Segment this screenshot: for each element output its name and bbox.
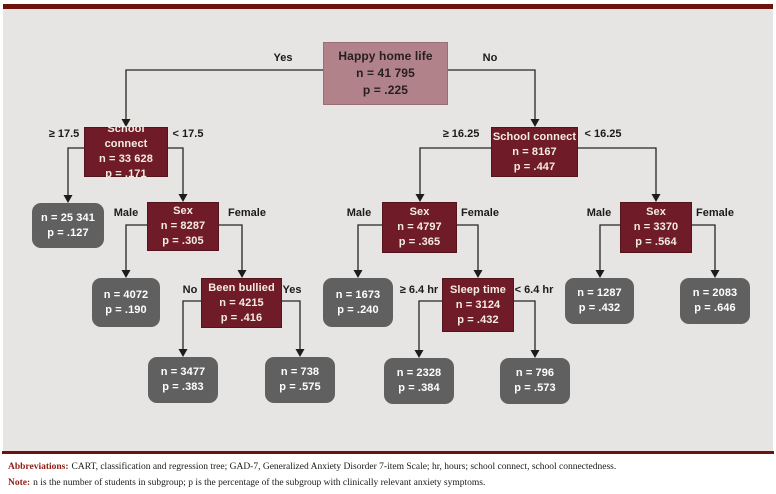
- node-n: n = 8167: [512, 145, 557, 158]
- leaf-n-1673: n = 1673 p = .240: [323, 278, 393, 327]
- node-sex-no-high: Sex n = 4797 p = .365: [382, 202, 457, 253]
- node-been-bullied: Been bullied n = 4215 p = .416: [201, 278, 282, 328]
- node-p: p = .240: [337, 303, 379, 316]
- leaf-n-25341: n = 25 341 p = .127: [32, 203, 104, 248]
- node-label: School connect: [492, 130, 577, 143]
- edge-label-bullied-no: No: [182, 284, 198, 296]
- node-label: Sex: [409, 206, 430, 218]
- node-p: p = .646: [694, 302, 736, 314]
- node-n: n = 4797: [397, 221, 442, 233]
- node-label: Happy home life: [338, 49, 433, 63]
- note-text: n is the number of students in subgroup;…: [33, 478, 486, 488]
- node-p: p = .573: [514, 382, 556, 394]
- edge-label-ge-6-4-hr: ≥ 6.4 hr: [399, 284, 439, 296]
- node-p: p = .127: [47, 226, 89, 239]
- node-n: n = 25 341: [41, 211, 95, 224]
- abbreviations-text: CART, classification and regression tree…: [71, 462, 617, 472]
- node-p: p = .190: [105, 303, 147, 316]
- node-p: p = .383: [162, 381, 204, 393]
- edge-label-lt-16-25: < 16.25: [584, 128, 622, 140]
- edge-label-male-left: Male: [113, 207, 139, 219]
- edge-label-ge-17-5: ≥ 17.5: [48, 128, 80, 140]
- leaf-n-796: n = 796 p = .573: [500, 358, 570, 404]
- node-sex-yes: Sex n = 8287 p = .305: [147, 202, 219, 251]
- edge-label-male-mid: Male: [346, 207, 372, 219]
- leaf-n-2083: n = 2083 p = .646: [680, 278, 750, 324]
- edge-label-female-right: Female: [696, 207, 734, 219]
- node-n: n = 2083: [692, 287, 738, 299]
- leaf-n-738: n = 738 p = .575: [265, 357, 335, 403]
- note-footnote: Note: n is the number of students in subg…: [8, 477, 768, 489]
- node-label: Been bullied: [208, 281, 275, 294]
- node-n: n = 1287: [577, 287, 622, 299]
- node-n: n = 8287: [160, 220, 206, 232]
- abbreviations-label: Abbreviations:: [8, 462, 69, 472]
- node-p: p = .447: [513, 160, 556, 173]
- node-p: p = .171: [105, 168, 147, 180]
- node-label: Sex: [173, 205, 193, 217]
- node-n: n = 796: [515, 367, 555, 379]
- leaf-n-3477: n = 3477 p = .383: [148, 357, 218, 403]
- edge-label-yes: Yes: [273, 52, 293, 64]
- edge-label-female-mid: Female: [461, 207, 499, 219]
- note-label: Note:: [8, 478, 31, 488]
- node-p: p = .225: [362, 83, 409, 97]
- node-n: n = 738: [280, 366, 320, 378]
- node-sex-no-low: Sex n = 3370 p = .564: [620, 202, 692, 253]
- node-label: School connect: [104, 123, 148, 150]
- node-p: p = .432: [578, 302, 621, 314]
- node-n: n = 4215: [219, 296, 264, 309]
- node-p: p = .564: [635, 236, 677, 248]
- edge-label-lt-6-4-hr: < 6.4 hr: [514, 284, 554, 296]
- node-n: n = 3477: [160, 366, 206, 378]
- node-p: p = .575: [279, 381, 321, 393]
- leaf-n-1287: n = 1287 p = .432: [565, 278, 634, 324]
- node-n: n = 3124: [455, 298, 501, 311]
- node-n: n = 2328: [396, 367, 442, 379]
- node-p: p = .432: [457, 313, 499, 326]
- node-school-connect-yes: School connect n = 33 628 p = .171: [84, 123, 168, 180]
- node-label: Sex: [646, 206, 666, 218]
- node-n: n = 4072: [103, 288, 149, 301]
- node-p: p = .365: [398, 236, 441, 248]
- node-n: n = 3370: [633, 221, 679, 233]
- node-n: n = 41 795: [356, 66, 415, 80]
- abbreviations-footnote: Abbreviations: CART, classification and r…: [8, 461, 768, 473]
- node-p: p = .305: [162, 235, 204, 247]
- node-label: Sleep time: [449, 283, 507, 296]
- edge-label-lt-17-5: < 17.5: [172, 128, 204, 140]
- node-p: p = .384: [398, 382, 440, 394]
- node-school-connect-no: School connect n = 8167 p = .447: [491, 127, 578, 177]
- footer-rule: [2, 451, 774, 454]
- leaf-n-4072: n = 4072 p = .190: [92, 278, 160, 327]
- leaf-n-2328: n = 2328 p = .384: [384, 358, 454, 404]
- node-n: n = 1673: [335, 288, 381, 301]
- edge-label-female-left: Female: [228, 207, 266, 219]
- edge-label-ge-16-25: ≥ 16.25: [442, 128, 480, 140]
- node-sleep-time: Sleep time n = 3124 p = .432: [442, 278, 514, 332]
- node-n: n = 33 628: [99, 153, 153, 165]
- edge-label-male-right: Male: [586, 207, 612, 219]
- edge-label-bullied-yes: Yes: [282, 284, 302, 296]
- edge-label-no: No: [482, 52, 498, 64]
- node-p: p = .416: [220, 311, 263, 324]
- top-rule: [3, 4, 773, 9]
- node-happy-home-life: Happy home life n = 41 795 p = .225: [323, 42, 448, 105]
